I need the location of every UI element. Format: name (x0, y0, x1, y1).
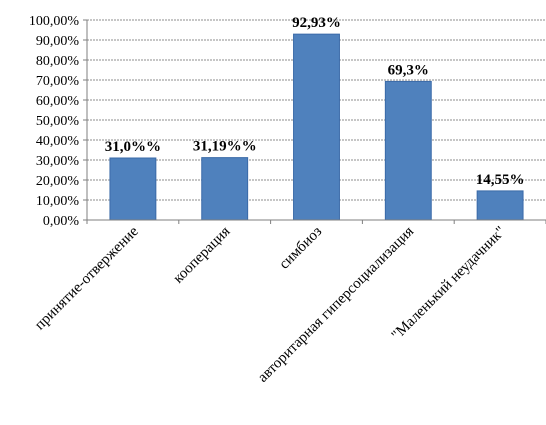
y-tick-label: 70,00% (36, 74, 80, 89)
bar (201, 157, 249, 221)
y-tick-label: 90,00% (36, 34, 80, 49)
y-tick-label: 40,00% (36, 134, 80, 149)
data-labels: 31,0%% 31,19%% 92,93% 69,3% 14,55% (105, 15, 525, 188)
data-label: 14,55% (476, 172, 525, 188)
data-label: 69,3% (388, 62, 429, 78)
bar (293, 33, 340, 221)
y-tick-label: 0,00% (43, 214, 80, 229)
bar (384, 80, 432, 221)
axes (83, 19, 546, 224)
x-category-label: принятие-отвержение (32, 223, 142, 333)
y-tick-label: 10,00% (36, 194, 80, 209)
x-category-label: симбиоз (276, 223, 325, 272)
x-category-label: авторитарная гиперсоциализация (255, 223, 417, 385)
y-tick-label: 30,00% (36, 154, 80, 169)
bar (476, 190, 524, 221)
x-category-label: кооперация (170, 223, 233, 286)
x-axis-category-labels: принятие-отвержение кооперация симбиозавто… (32, 223, 509, 385)
bar (109, 157, 157, 221)
bars (109, 33, 524, 221)
data-label: 92,93% (292, 15, 341, 31)
y-tick-label: 60,00% (36, 94, 80, 109)
data-label: 31,19%% (193, 139, 257, 155)
y-tick-label: 80,00% (36, 54, 80, 69)
data-label: 31,0%% (105, 139, 161, 155)
y-axis-tick-labels: 0,00% 10,00% 20,00% 30,00% 40,00% 50,00% 60,00… (29, 14, 80, 229)
y-tick-label: 100,00% (29, 14, 80, 29)
y-tick-label: 20,00% (36, 174, 80, 189)
y-tick-label: 50,00% (36, 114, 80, 129)
